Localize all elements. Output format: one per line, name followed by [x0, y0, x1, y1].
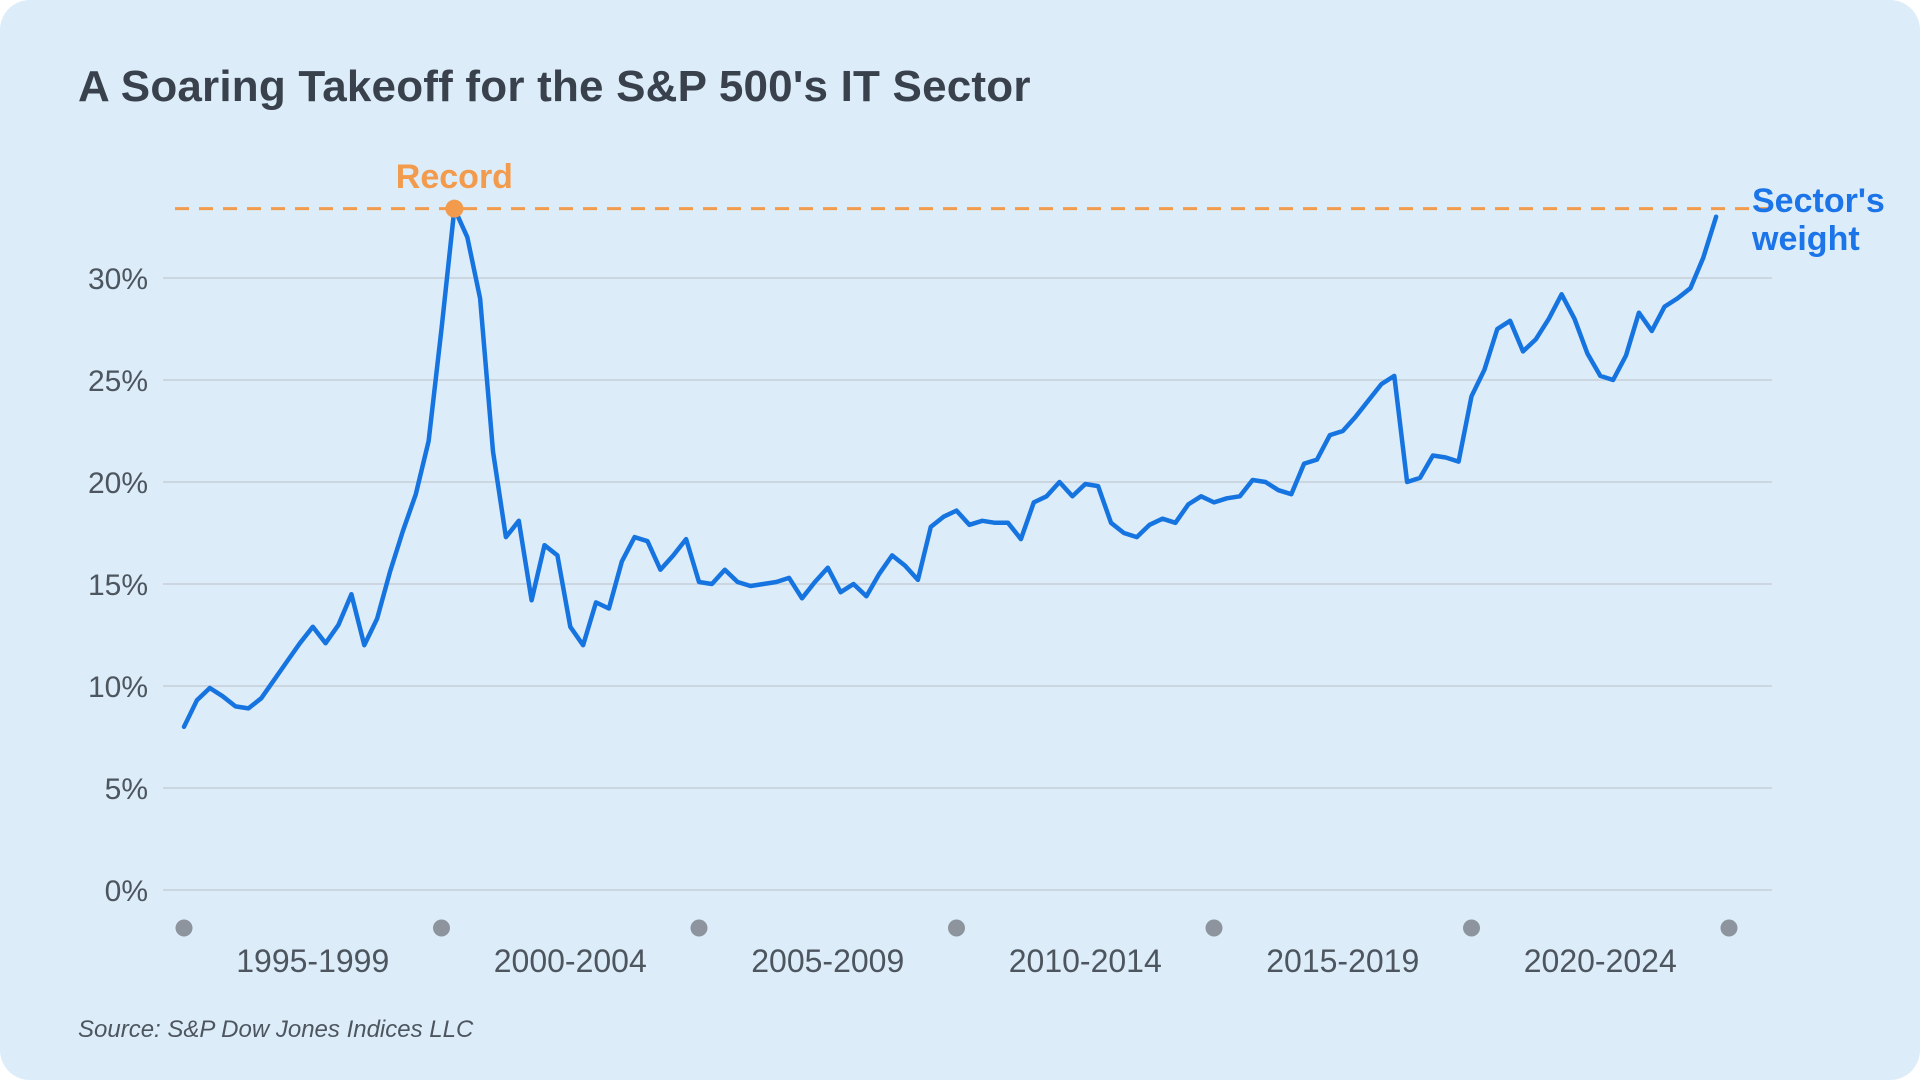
x-group-label: 1995-1999 [236, 943, 389, 979]
record-annotation-label: Record [395, 158, 513, 196]
y-tick-label: 0% [105, 875, 148, 908]
sector-weight-line [181, 206, 1719, 730]
source-note: Source: S&P Dow Jones Indices LLC [78, 1016, 474, 1043]
y-tick-label: 10% [88, 671, 148, 704]
x-group-label: 2015-2019 [1266, 943, 1419, 979]
x-axis-tick-dot [1720, 919, 1738, 937]
y-tick-label: 30% [88, 263, 148, 296]
y-tick-label: 5% [105, 773, 148, 806]
record-point-marker [445, 199, 464, 218]
x-group-label: 2005-2009 [751, 943, 904, 979]
x-axis-tick-dot [948, 919, 965, 937]
x-group-label: 2010-2014 [1009, 943, 1162, 979]
x-axis-tick-dot [433, 919, 450, 937]
x-axis-tick-dot [1463, 919, 1480, 937]
x-axis-tick-dot [1205, 919, 1223, 937]
y-tick-label: 25% [88, 365, 148, 398]
x-axis-tick-dot [690, 919, 708, 937]
y-tick-label: 15% [88, 569, 148, 602]
x-axis-tick-dot [175, 919, 193, 937]
series-weight-label: Sector's weight [1752, 182, 1885, 258]
x-group-label: 2020-2024 [1524, 943, 1677, 979]
series-weight-label-line2: weight [1752, 220, 1860, 259]
series-weight-label-line1: Sector's [1752, 182, 1885, 220]
chart-title: A Soaring Takeoff for the S&P 500's IT S… [78, 62, 1031, 111]
x-group-label: 2000-2004 [494, 943, 647, 979]
y-tick-label: 20% [88, 467, 148, 500]
